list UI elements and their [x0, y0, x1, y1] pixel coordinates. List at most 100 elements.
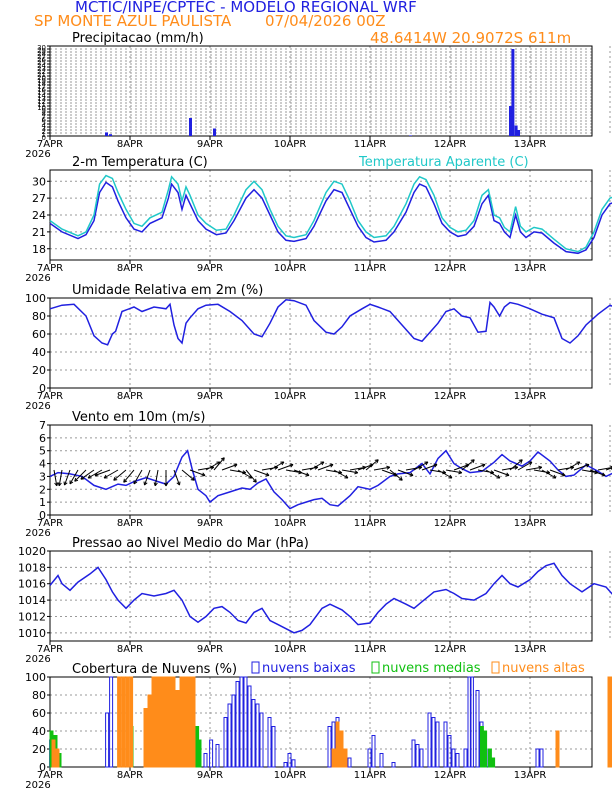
wind-vector	[357, 464, 374, 471]
cloud-bar-nuvens-baixas	[411, 739, 416, 768]
panel-3-series-0	[49, 449, 612, 510]
cloud-bar-nuvens-medias	[479, 726, 484, 768]
wind-vector-head	[80, 475, 85, 480]
wind-vector	[205, 461, 221, 471]
wind-vector-head	[265, 472, 270, 477]
wind-vector-head	[280, 461, 285, 466]
panel-0-xtick-label: 8APR	[117, 139, 143, 150]
wind-vector	[309, 461, 325, 471]
wind-vector-head	[329, 463, 334, 468]
panel-3-ytick-label: 0	[39, 509, 46, 522]
precip-bar	[509, 106, 512, 136]
wind-vector	[365, 459, 379, 471]
panel-3-xtick-label: 11APR	[354, 518, 387, 529]
cloud-bar-nuvens-baixas	[475, 690, 480, 768]
panel-4-xtick-label: 7APR	[37, 644, 63, 655]
cloud-bar-nuvens-altas	[143, 708, 148, 768]
panel-2-xtick-label: 7APR	[37, 391, 63, 402]
cloud-bar-nuvens-altas	[167, 676, 172, 768]
panel-1-title: 2-m Temperatura (C)	[72, 155, 208, 170]
wind-vector-head	[74, 477, 79, 482]
wind-vector-head	[601, 472, 606, 477]
cloud-bar-nuvens-baixas	[255, 703, 260, 768]
cloud-bar-nuvens-baixas	[203, 753, 208, 768]
wind-vector-head	[505, 472, 510, 477]
header-title: MCTIC/INPE/CPTEC - MODELO REGIONAL WRF	[75, 0, 417, 16]
cloud-bar-nuvens-altas	[159, 676, 164, 768]
wind-vector-head	[94, 472, 99, 477]
wind-vector	[405, 466, 422, 471]
cloud-bar-nuvens-baixas	[283, 762, 288, 768]
cloud-bar-nuvens-baixas	[347, 757, 352, 768]
panel-0-ytick-label: 25	[37, 59, 46, 67]
cloud-bar-nuvens-altas	[331, 748, 336, 768]
wind-vector-head	[220, 457, 225, 462]
cloud-bar-nuvens-baixas	[447, 735, 452, 768]
panel-0-xtick-label: 10APR	[274, 139, 307, 150]
panel-2-year-label: 2026	[25, 401, 50, 412]
panel-3-title: Vento em 10m (m/s)	[72, 410, 205, 425]
panel-5-xtick-label: 11APR	[354, 770, 387, 781]
panel-2-ytick-label: 100	[25, 292, 46, 305]
wind-vector-head	[374, 459, 379, 464]
wind-vector	[189, 469, 206, 476]
panel-0-ytick-label: 19	[37, 77, 46, 85]
cloud-bar-nuvens-baixas	[379, 753, 384, 768]
cloud-bar-nuvens-baixas	[427, 712, 432, 768]
panel-0-ytick-label: 30	[37, 44, 46, 52]
panel-0-ytick-label: 14	[37, 92, 46, 100]
panel-0-ytick-label: 28	[37, 50, 46, 58]
panel-3-ytick-label: 2	[39, 483, 46, 496]
panel-3-xtick-label: 12APR	[434, 518, 467, 529]
cloud-bar-nuvens-altas	[179, 676, 184, 768]
panel-2-title: Umidade Relativa em 2m (%)	[72, 283, 263, 298]
wind-vector	[437, 469, 453, 479]
wind-vector	[197, 466, 214, 471]
panel-0-ytick-label: 17	[37, 83, 46, 91]
panel-0-ytick-label: 4	[42, 122, 47, 130]
panel-1-series-0	[49, 181, 612, 255]
cloud-bar-nuvens-baixas	[239, 676, 244, 768]
panel-1-xtick-label: 9APR	[197, 263, 223, 274]
wind-vector-head	[448, 474, 453, 479]
wind-vector	[94, 469, 111, 476]
cloud-bar-nuvens-baixas	[463, 748, 468, 768]
panel-0-ytick-label: 23	[37, 65, 46, 73]
cloud-bar-nuvens-baixas	[431, 717, 436, 768]
panel-4-ytick-label: 1012	[18, 610, 46, 623]
wind-vector-head	[143, 481, 148, 486]
wind-vector	[429, 469, 446, 474]
panel-5-xtick-label: 12APR	[434, 770, 467, 781]
panel-5-ytick-label: 100	[25, 671, 46, 684]
panel-1-xtick-label: 11APR	[354, 263, 387, 274]
wind-vector-head	[496, 474, 501, 479]
panel-3-xtick-label: 8APR	[117, 518, 143, 529]
panel-4-frame	[49, 550, 593, 642]
panel-4-series-0	[49, 562, 612, 634]
wind-vector-head	[87, 474, 92, 479]
panel-3-xtick-label: 13APR	[514, 518, 547, 529]
panel-0-ytick-label: 10	[37, 104, 46, 112]
wind-vector	[123, 469, 135, 483]
panel-5-xtick-label: 13APR	[514, 770, 547, 781]
panel-1-ytick-label: 18	[32, 243, 46, 256]
cloud-bar-nuvens-baixas	[271, 726, 276, 768]
wind-vector-head	[305, 472, 310, 477]
panel-0-ytick-label: 18	[37, 80, 46, 88]
panel-3-ytick-label: 3	[39, 470, 46, 483]
cloud-bar-nuvens-altas	[339, 730, 344, 768]
wind-vector	[221, 464, 238, 471]
wind-vector	[493, 469, 510, 476]
wind-vector	[397, 469, 414, 476]
panel-4-ytick-label: 1010	[18, 627, 46, 640]
wind-vector	[69, 469, 79, 485]
precip-bar	[189, 118, 192, 136]
wind-vector	[74, 469, 87, 482]
wind-vector	[64, 469, 71, 486]
wind-vector	[341, 469, 358, 474]
cloud-bar-nuvens-baixas	[451, 748, 456, 768]
panel-1-xtick-label: 8APR	[117, 263, 143, 274]
wind-vector-head	[252, 478, 257, 483]
panel-3-ytick-label: 1	[39, 496, 46, 509]
cloud-bar-nuvens-altas	[147, 694, 152, 768]
